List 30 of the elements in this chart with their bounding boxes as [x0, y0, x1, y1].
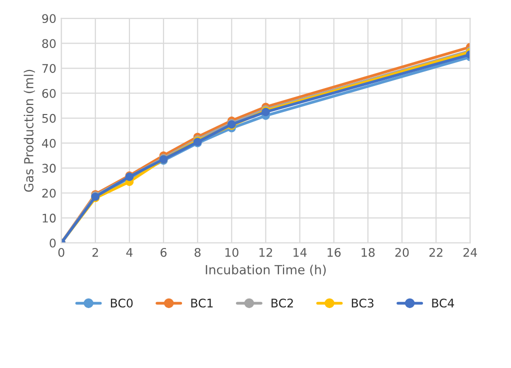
x-tick-label: 10: [225, 248, 238, 257]
x-tick-label: 16: [328, 248, 341, 257]
legend-label: BC2: [272, 298, 293, 308]
legend-label: BC1: [191, 298, 213, 308]
y-tick-label: 50: [42, 114, 56, 123]
x-tick-label: 18: [362, 248, 375, 257]
y-tick-label: 30: [42, 164, 56, 173]
y-tick-label: 10: [42, 214, 56, 223]
x-tick-label: 12: [260, 248, 272, 257]
x-tick-label: 22: [429, 248, 442, 257]
y-tick-label: 80: [42, 39, 56, 48]
y-tick-label: 40: [42, 138, 56, 148]
y-tick-label: 60: [42, 88, 56, 98]
legend-label: BC3: [352, 298, 374, 308]
y-axis-title: Gas Production (ml): [24, 70, 35, 192]
y-tick-label: 90: [42, 14, 56, 24]
x-tick-label: 20: [395, 248, 409, 257]
y-tick-label: 70: [42, 64, 56, 73]
legend-label: BC0: [110, 298, 133, 308]
legend-label: BC4: [432, 298, 454, 308]
x-axis-title: Incubation Time (h): [206, 264, 326, 276]
x-tick-label: 24: [463, 248, 477, 257]
x-tick-label: 4: [126, 248, 133, 257]
x-tick-label: 6: [160, 248, 167, 257]
x-tick-label: 0: [58, 248, 64, 257]
x-tick-label: 14: [294, 248, 307, 257]
x-tick-label: 2: [92, 248, 98, 257]
x-tick-label: 8: [194, 248, 201, 257]
y-tick-label: 0: [50, 238, 56, 248]
y-tick-label: 20: [42, 188, 56, 198]
